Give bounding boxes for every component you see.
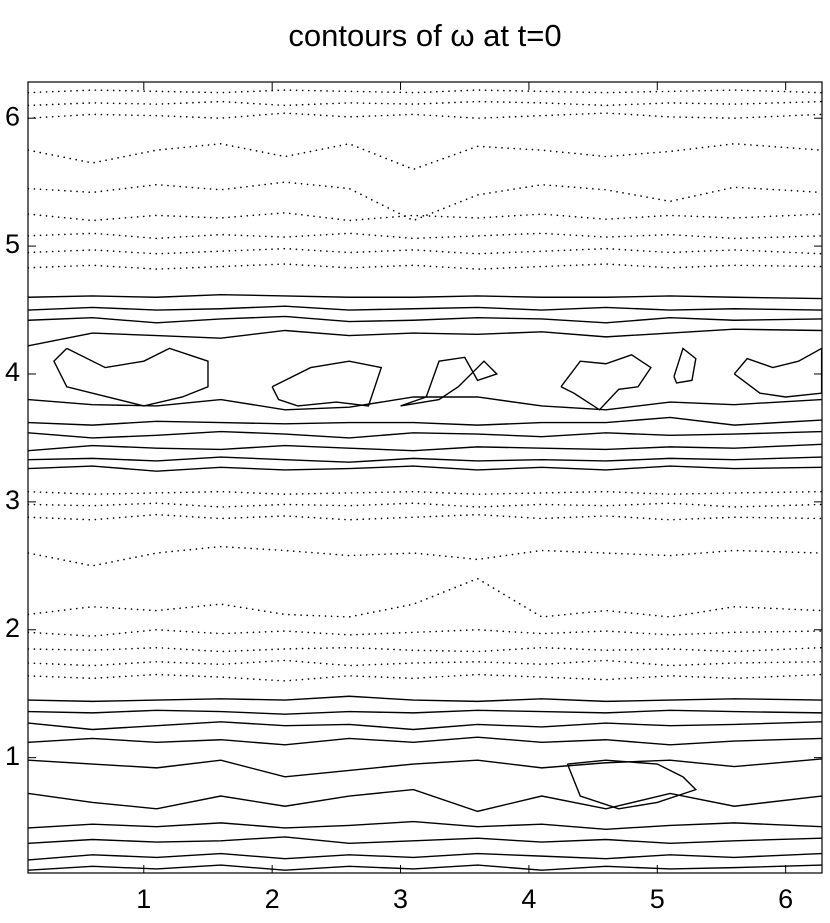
contour-line (27, 577, 823, 618)
contour-line (28, 709, 822, 715)
plot-frame (27, 81, 823, 874)
x-tick-label: 1 (136, 884, 151, 914)
contour-line (27, 673, 823, 682)
contour-line (27, 502, 823, 508)
contour-line (28, 852, 822, 861)
contour-line (28, 820, 822, 830)
contour-line (28, 443, 822, 452)
contour-line (28, 430, 822, 439)
contour-line (28, 721, 822, 731)
contour-line (27, 490, 823, 495)
closed-contour (53, 347, 209, 407)
closed-contour (560, 354, 652, 411)
contour-line (28, 456, 822, 463)
contour-line (28, 328, 822, 347)
contour-line (27, 628, 823, 637)
contour-line (27, 513, 823, 521)
contour-line (28, 758, 822, 778)
contour-line (28, 465, 822, 472)
contour-line (28, 396, 822, 411)
y-tick-label: 3 (5, 485, 20, 515)
y-tick-label: 2 (5, 613, 20, 643)
contour-line (27, 181, 823, 222)
x-tick-label: 6 (778, 884, 793, 914)
contour-line (28, 315, 822, 324)
contour-line (28, 736, 822, 746)
contour-line (27, 646, 823, 653)
closed-contour (566, 759, 698, 810)
x-tick-label: 2 (265, 884, 280, 914)
closed-contour (400, 356, 499, 407)
contour-line (28, 305, 822, 311)
contour-line (27, 545, 823, 567)
contour-line (28, 836, 822, 845)
contour-line (27, 142, 823, 171)
contour-line (27, 263, 823, 270)
x-tick-label: 5 (650, 884, 665, 914)
y-tick-label: 6 (5, 101, 20, 131)
contour-line (27, 232, 823, 240)
x-tick-label: 3 (393, 884, 408, 914)
contour-line (28, 293, 822, 300)
y-tick-label: 4 (5, 357, 20, 387)
x-tick-label: 4 (521, 884, 536, 914)
closed-contour (271, 360, 383, 407)
contour-line (27, 112, 823, 119)
y-tick-label: 5 (5, 229, 20, 259)
contour-line (28, 788, 822, 813)
contour-line (27, 659, 823, 667)
contour-line (27, 100, 823, 107)
contour-line (27, 89, 823, 94)
closed-contour (733, 347, 823, 398)
contour-line (28, 695, 822, 703)
contour-line (28, 416, 822, 426)
y-tick-label: 1 (5, 741, 20, 771)
contour-line (27, 247, 823, 255)
closed-contour (673, 347, 697, 384)
contour-line (27, 212, 823, 222)
contour-line (28, 864, 822, 871)
chart-title: contours of ω at t=0 (288, 18, 561, 53)
